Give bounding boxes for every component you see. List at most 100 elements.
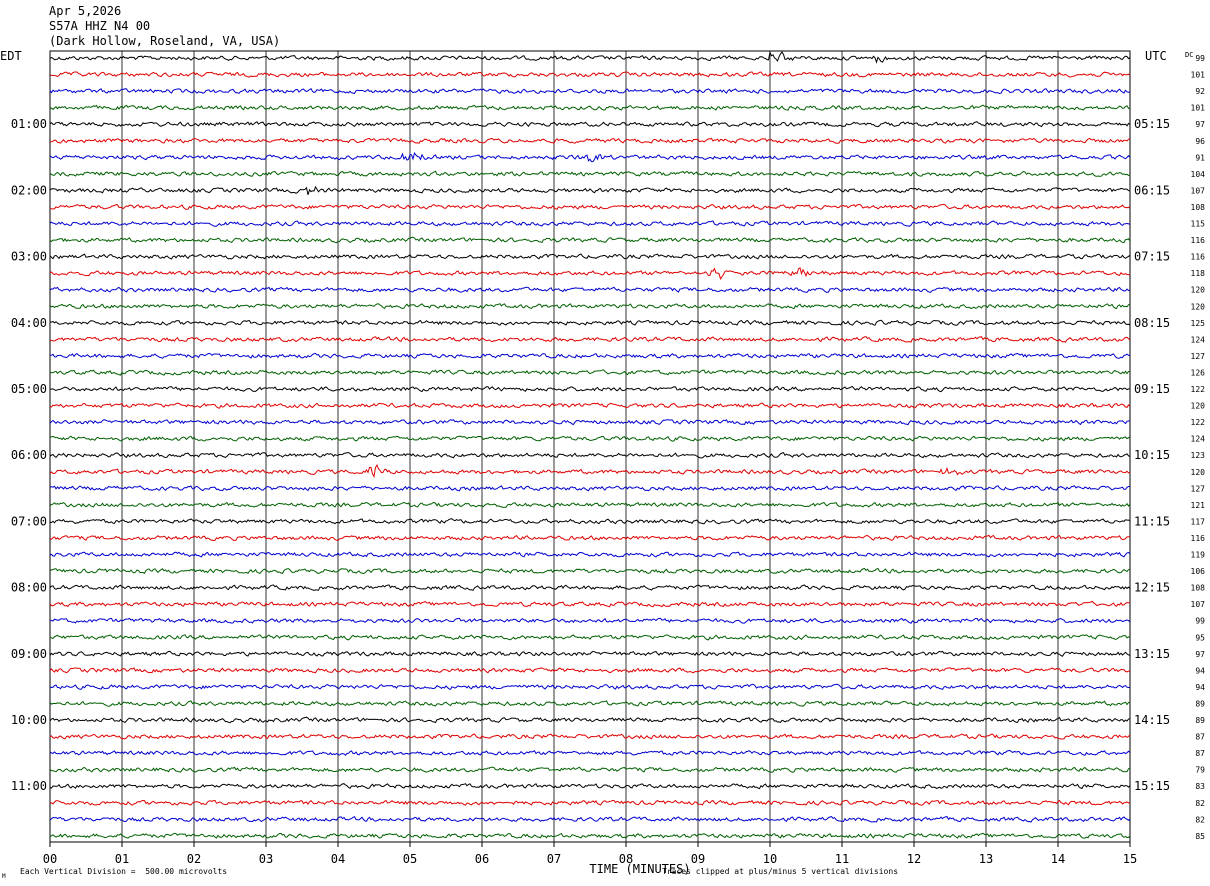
dc-offset-label: 116 [1191, 534, 1206, 543]
trace-line [49, 464, 1131, 479]
trace-line [49, 319, 1131, 326]
left-hour-label: 10:00 [11, 713, 47, 727]
trace-line [49, 799, 1131, 806]
dc-offset-label: 108 [1191, 203, 1206, 212]
trace-line [49, 634, 1131, 641]
dc-offset-label: 97 [1195, 120, 1205, 129]
right-hour-label: 15:15 [1134, 779, 1170, 793]
trace-line [49, 50, 1131, 64]
right-hour-label: 11:15 [1134, 514, 1170, 528]
left-hour-label: 05:00 [11, 382, 47, 396]
trace-line [49, 137, 1131, 144]
dc-offset-label: 101 [1191, 104, 1206, 113]
trace-line [49, 220, 1131, 227]
trace-line [50, 386, 1130, 393]
x-tick-label: 02 [187, 852, 201, 866]
dc-offset-label: 106 [1191, 567, 1206, 576]
trace-line [49, 369, 1131, 376]
dc-offset-label: 122 [1191, 385, 1206, 394]
trace-line [49, 832, 1131, 839]
dc-offset-label: 120 [1191, 402, 1206, 411]
x-tick-label: 07 [547, 852, 561, 866]
dc-offset-label: 122 [1191, 418, 1206, 427]
date-label: Apr 5,2026 [49, 4, 122, 18]
trace-line [49, 733, 1131, 740]
left-hour-label: 03:00 [11, 250, 47, 264]
dc-offset-label: 119 [1191, 551, 1206, 560]
x-tick-label: 11 [835, 852, 849, 866]
trace-line [49, 151, 1131, 163]
trace-line [49, 71, 1131, 78]
dc-offset-label: 95 [1195, 633, 1205, 642]
trace-line [49, 402, 1131, 409]
x-tick-label: 13 [979, 852, 993, 866]
trace-line [49, 501, 1131, 508]
trace-line [49, 236, 1131, 244]
trace-line [49, 816, 1131, 823]
dc-offset-label: 125 [1191, 319, 1206, 328]
dc-offset-label: 120 [1191, 468, 1206, 477]
dc-header: DC [1185, 51, 1193, 59]
dc-offset-label: 108 [1191, 584, 1206, 593]
dc-offset-label: 85 [1195, 832, 1205, 841]
trace-line [49, 700, 1131, 707]
trace-line [49, 185, 1131, 195]
dc-offset-label: 82 [1195, 799, 1205, 808]
dc-offset-label: 89 [1195, 699, 1205, 708]
trace-line [49, 121, 1131, 128]
x-tick-label: 05 [403, 852, 417, 866]
trace-line [49, 435, 1131, 442]
trace-line [49, 650, 1131, 657]
trace-line [49, 716, 1131, 724]
trace-line [49, 600, 1131, 608]
dc-offset-label: 97 [1195, 650, 1205, 659]
right-hour-label: 05:15 [1134, 117, 1170, 131]
dc-offset-label: 96 [1195, 137, 1205, 146]
dc-offset-label: 120 [1191, 302, 1206, 311]
trace-line [49, 286, 1131, 293]
dc-offset-label: 126 [1191, 368, 1206, 377]
dc-offset-label: 104 [1191, 170, 1206, 179]
trace-line [49, 88, 1131, 95]
trace-line [49, 485, 1131, 492]
dc-offset-label: 92 [1195, 87, 1205, 96]
dc-offset-label: 87 [1195, 733, 1205, 742]
trace-line [49, 518, 1131, 525]
dc-offset-label: 124 [1191, 435, 1206, 444]
right-hour-label: 06:15 [1134, 183, 1170, 197]
trace-line [49, 683, 1131, 691]
dc-offset-label: 118 [1191, 269, 1206, 278]
dc-offset-label: 99 [1195, 617, 1205, 626]
dc-offset-label: 83 [1195, 782, 1205, 791]
dc-offset-label: 124 [1191, 335, 1206, 344]
trace-line [49, 170, 1131, 177]
x-tick-label: 06 [475, 852, 489, 866]
dc-offset-label: 116 [1191, 253, 1206, 262]
corner-mark: M [2, 873, 6, 880]
trace-line [49, 203, 1131, 211]
left-hour-label: 11:00 [11, 779, 47, 793]
dc-offset-label: 99 [1195, 54, 1205, 63]
x-tick-label: 12 [907, 852, 921, 866]
dc-offset-label: 94 [1195, 683, 1205, 692]
dc-offset-label: 107 [1191, 186, 1206, 195]
trace-line [49, 336, 1131, 343]
trace-line [50, 617, 1131, 624]
trace-line [49, 667, 1131, 674]
station-label: S57A HHZ N4 00 [49, 19, 151, 33]
trace-line [49, 419, 1131, 426]
right-hour-label: 13:15 [1134, 647, 1170, 661]
left-hour-label: 08:00 [11, 581, 47, 595]
scale-note: Each Vertical Division = 500.00 microvol… [20, 867, 228, 876]
dc-offset-label: 89 [1195, 716, 1205, 725]
trace-line [49, 584, 1131, 591]
trace-line [49, 783, 1131, 790]
right-hour-label: 10:15 [1134, 448, 1170, 462]
left-hour-label: 04:00 [11, 316, 47, 330]
right-hour-label: 12:15 [1134, 581, 1170, 595]
x-tick-label: 08 [619, 852, 633, 866]
trace-line [50, 352, 1131, 359]
x-axis-label: TIME (MINUTES) [589, 862, 690, 876]
dc-offset-label: 116 [1191, 236, 1206, 245]
trace-line [49, 253, 1131, 260]
